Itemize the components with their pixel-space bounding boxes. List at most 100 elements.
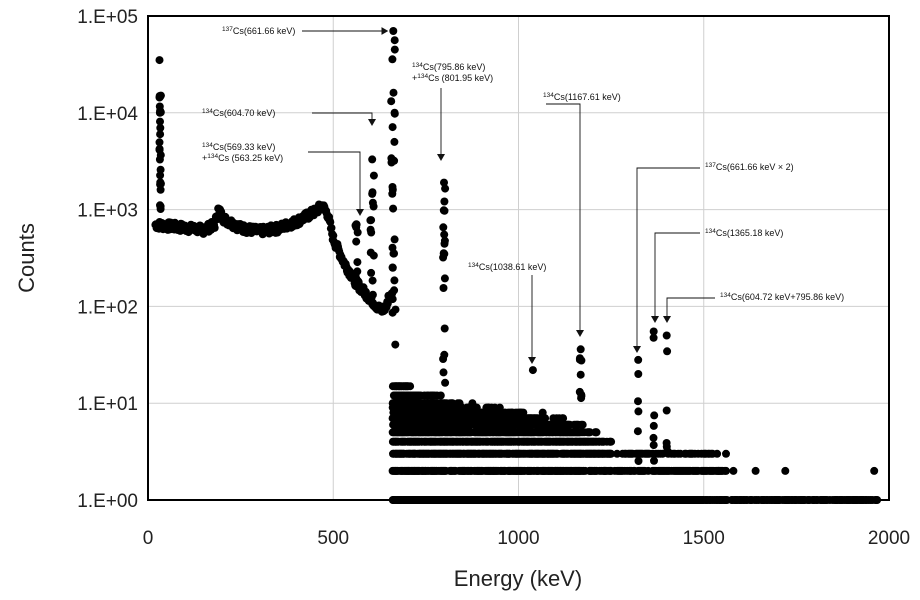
peak-point <box>353 228 362 237</box>
peak-max-point <box>368 155 377 164</box>
peak-label-text: Cs (563.25 keV) <box>218 153 283 163</box>
peak-point <box>388 308 397 317</box>
tail-point <box>541 414 550 423</box>
annotation-arrow <box>633 167 700 353</box>
peak-point <box>439 284 448 292</box>
peak-point <box>634 457 643 465</box>
isotope-mass-number: 134 <box>207 153 218 160</box>
isotope-mass-number: 134 <box>468 262 479 269</box>
peak-point <box>389 88 398 97</box>
peak-point <box>387 97 396 106</box>
peak-point <box>390 109 399 118</box>
continuum-point <box>327 223 336 232</box>
peak-point <box>352 237 361 246</box>
isotope-mass-number: 134 <box>202 108 213 115</box>
isotope-mass-number: 134 <box>202 142 213 149</box>
tail-point <box>613 449 622 458</box>
peak-point <box>634 407 643 416</box>
low-energy-point <box>156 117 164 126</box>
peak-point <box>441 378 450 387</box>
low-energy-point <box>156 178 165 187</box>
peak-point <box>440 197 449 206</box>
y-tick-label: 1.E+00 <box>77 491 138 512</box>
low-energy-point <box>155 138 164 147</box>
annotation-arrow <box>546 103 584 337</box>
peak-label: 134Cs(795.86 keV) <box>412 62 485 72</box>
peak-point <box>387 291 396 300</box>
peak-label: 134Cs(1365.18 keV) <box>705 228 783 238</box>
isotope-mass-number: 134 <box>543 92 554 99</box>
peak-point <box>388 123 397 132</box>
peak-label-text: Cs(1365.18 keV) <box>716 228 784 238</box>
sparse-point <box>870 466 879 475</box>
x-tick-labels: 0 500 1000 1500 2000 <box>143 528 910 549</box>
peak-max-point <box>389 27 398 35</box>
peak-point <box>577 390 586 399</box>
peak-label: 134Cs(1038.61 keV) <box>468 262 546 272</box>
peak-max-point <box>155 108 164 117</box>
peak-label-text: Cs (801.95 keV) <box>428 73 493 83</box>
peak-point <box>388 243 397 252</box>
peak-max-point <box>649 327 658 336</box>
peak-label: 134Cs(1167.61 keV) <box>543 92 621 102</box>
peak-point <box>649 333 658 342</box>
peak-point <box>634 397 642 406</box>
peak-point <box>351 271 360 280</box>
peak-label-text: Cs(604.72 keV+795.86 keV) <box>731 292 844 302</box>
low-energy-point <box>155 92 164 100</box>
peak-point <box>439 223 448 232</box>
peak-point <box>389 204 398 213</box>
peak-point <box>575 355 584 364</box>
peak-label-text: Cs(604.70 keV) <box>213 108 276 118</box>
peak-point <box>662 442 671 451</box>
isotope-mass-number: 134 <box>412 62 423 69</box>
peak-label-text: Cs(1038.61 keV) <box>479 262 547 272</box>
peak-annotations: 137Cs(661.66 keV)134Cs(795.86 keV)+134Cs… <box>202 26 844 364</box>
peak-label: 134Cs(604.70 keV) <box>202 108 275 118</box>
sparse-point <box>714 466 723 475</box>
peak-point <box>576 370 585 379</box>
peak-point <box>663 347 672 356</box>
continuum-point <box>210 223 219 232</box>
peak-label: 134Cs(569.33 keV) <box>202 142 275 152</box>
peak-point <box>388 55 397 64</box>
peak-point <box>390 36 399 45</box>
x-tick-label: 2000 <box>868 528 910 549</box>
peak-point <box>388 263 397 272</box>
peak-point <box>440 239 449 248</box>
low-energy-point <box>156 130 165 139</box>
peak-point <box>662 406 671 415</box>
tail-point <box>607 437 616 446</box>
sparse-point <box>751 466 760 475</box>
x-tick-label: 0 <box>143 528 154 549</box>
peak-point <box>366 248 375 257</box>
y-tick-labels: 1.E+00 1.E+01 1.E+02 1.E+03 1.E+04 1.E+05 <box>77 7 138 512</box>
peak-point <box>649 421 658 430</box>
peak-point <box>650 411 659 420</box>
peak-label-text: Cs(661.66 keV) <box>233 26 296 36</box>
peak-point <box>439 253 448 262</box>
y-tick-label: 1.E+04 <box>77 104 138 125</box>
peak-max-point <box>528 366 537 375</box>
annotation-arrow <box>663 297 715 323</box>
isotope-mass-number: 137 <box>705 162 716 169</box>
plot-frame <box>147 15 890 501</box>
annotation-arrow <box>312 112 376 126</box>
peak-label-line2: +134Cs (563.25 keV) <box>202 153 283 163</box>
annotation-arrow <box>651 232 700 323</box>
peak-max-point <box>662 331 671 340</box>
peak-point <box>391 340 400 349</box>
y-tick-label: 1.E+05 <box>77 7 138 28</box>
peak-point <box>439 206 448 215</box>
tail-point <box>713 449 722 458</box>
peak-point <box>388 185 397 194</box>
peak-point <box>649 433 658 442</box>
peak-point <box>650 456 658 465</box>
x-tick-label: 1500 <box>683 528 725 549</box>
peak-label-text: Cs(795.86 keV) <box>423 62 486 72</box>
continuum-point <box>329 231 338 240</box>
peak-point <box>366 216 375 225</box>
isotope-mass-number: 137 <box>222 26 233 33</box>
peak-point <box>440 274 449 283</box>
plus-sign: + <box>202 153 207 163</box>
